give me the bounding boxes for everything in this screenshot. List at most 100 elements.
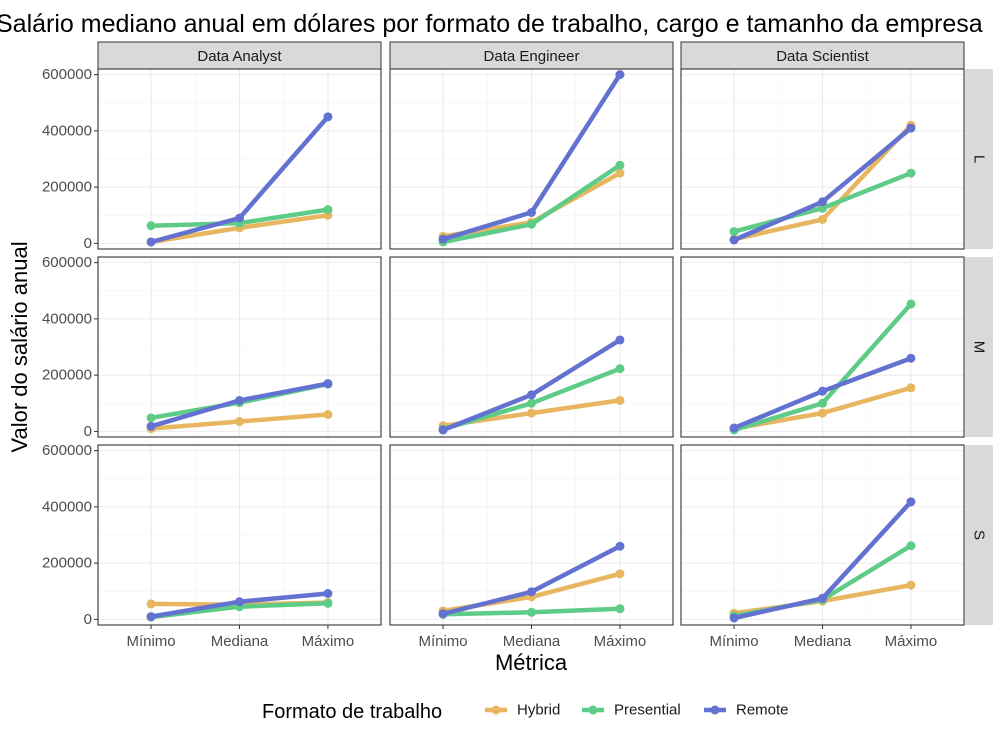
- data-point-presential: [527, 607, 536, 617]
- panel-border: [389, 256, 674, 438]
- col-strip: [389, 41, 674, 70]
- data-point-hybrid: [906, 383, 916, 393]
- facet-panel: [97, 68, 382, 250]
- chart-title: Salário mediano anual em dólares por for…: [0, 10, 983, 38]
- data-point-hybrid: [615, 168, 625, 178]
- y-tick-label: 400000: [42, 122, 92, 139]
- col-strip: [97, 41, 382, 70]
- data-point-presential: [146, 413, 156, 423]
- y-tick-label: 600000: [42, 66, 92, 83]
- data-point-presential: [818, 203, 827, 213]
- facet-panel: [97, 256, 382, 438]
- data-point-hybrid: [615, 569, 625, 579]
- data-point-presential: [729, 227, 739, 237]
- facet-panel: [389, 256, 674, 438]
- data-point-presential: [323, 598, 333, 608]
- data-point-remote: [235, 213, 244, 223]
- x-tick-label: Mínimo: [126, 633, 175, 650]
- col-strip-label: Data Engineer: [484, 48, 580, 65]
- data-point-remote: [438, 425, 448, 435]
- data-point-remote: [235, 597, 244, 607]
- data-point-remote: [729, 613, 739, 623]
- data-point-remote: [527, 390, 536, 400]
- x-tick-label: Mínimo: [709, 633, 758, 650]
- data-point-remote: [818, 386, 827, 396]
- col-strip-label: Data Analyst: [197, 48, 282, 65]
- data-point-presential: [906, 168, 916, 178]
- data-point-remote: [906, 353, 916, 363]
- y-tick-label: 600000: [42, 254, 92, 271]
- data-point-hybrid: [146, 599, 156, 609]
- panel-border: [680, 68, 965, 250]
- legend-key-point: [491, 705, 501, 715]
- data-point-presential: [615, 364, 625, 374]
- legend-label: Hybrid: [517, 702, 560, 719]
- legend-title: Formato de trabalho: [262, 701, 442, 723]
- data-point-presential: [615, 604, 625, 614]
- data-point-remote: [729, 423, 739, 433]
- x-tick-label: Mínimo: [418, 633, 467, 650]
- row-strip: [965, 69, 993, 249]
- data-point-presential: [146, 221, 156, 231]
- row-strip: [965, 445, 993, 625]
- y-tick-label: 400000: [42, 498, 92, 515]
- x-axis-title: Métrica: [495, 650, 568, 675]
- y-tick-label: 200000: [42, 367, 92, 384]
- panel-border: [680, 256, 965, 438]
- x-tick-label: Mediana: [794, 633, 852, 650]
- data-point-presential: [323, 205, 333, 215]
- data-point-remote: [235, 395, 244, 405]
- row-strip-label: L: [971, 155, 988, 163]
- y-tick-label: 200000: [42, 179, 92, 196]
- data-point-remote: [527, 207, 536, 217]
- x-tick-label: Mediana: [503, 633, 561, 650]
- col-strip-label: Data Scientist: [776, 48, 869, 65]
- y-tick-label: 0: [84, 423, 92, 440]
- y-tick-label: 400000: [42, 310, 92, 327]
- data-point-remote: [323, 589, 333, 598]
- row-strip: [965, 257, 993, 437]
- data-point-hybrid: [527, 408, 536, 418]
- data-point-remote: [527, 587, 536, 597]
- data-point-remote: [615, 70, 625, 80]
- data-point-remote: [323, 112, 333, 122]
- y-tick-label: 0: [84, 235, 92, 252]
- row-strip-label: S: [971, 530, 988, 540]
- data-point-hybrid: [235, 417, 244, 427]
- data-point-remote: [615, 541, 625, 551]
- facet-panel: [680, 256, 965, 438]
- y-tick-label: 600000: [42, 442, 92, 459]
- data-point-remote: [818, 197, 827, 207]
- facet-panel: [680, 68, 965, 250]
- data-point-remote: [438, 234, 448, 244]
- x-tick-label: Máximo: [594, 633, 647, 650]
- data-point-hybrid: [323, 410, 333, 419]
- data-point-hybrid: [906, 580, 916, 590]
- data-point-remote: [146, 421, 156, 431]
- data-point-presential: [527, 398, 536, 408]
- col-strip: [680, 41, 965, 70]
- data-point-presential: [527, 219, 536, 229]
- data-point-hybrid: [818, 408, 827, 418]
- data-point-presential: [906, 299, 916, 309]
- data-point-remote: [438, 609, 448, 619]
- data-point-hybrid: [818, 214, 827, 224]
- data-point-presential: [818, 398, 827, 408]
- legend: Formato de trabalho Hybrid Presential Remo…: [262, 701, 789, 723]
- data-point-remote: [146, 612, 156, 622]
- x-tick-label: Mediana: [211, 633, 269, 650]
- data-point-remote: [818, 593, 827, 603]
- data-point-remote: [729, 235, 739, 245]
- panel-border: [389, 68, 674, 250]
- data-point-presential: [615, 160, 625, 170]
- facet-panel: [389, 68, 674, 250]
- legend-label: Presential: [614, 702, 681, 719]
- legend-key-point: [710, 705, 720, 715]
- data-point-remote: [615, 335, 625, 345]
- legend-key-point: [588, 705, 598, 715]
- y-axis-title: Valor do salário anual: [7, 241, 32, 452]
- y-tick-label: 200000: [42, 555, 92, 572]
- facet-panel: [97, 444, 382, 626]
- panel-border: [97, 256, 382, 438]
